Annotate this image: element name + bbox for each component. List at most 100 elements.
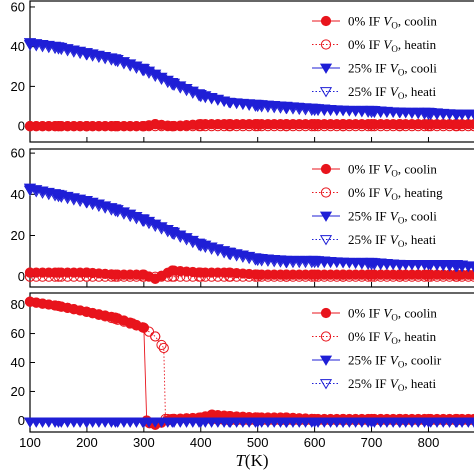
data-point — [450, 417, 463, 428]
data-point — [268, 417, 281, 428]
data-point — [318, 105, 331, 117]
data-point — [174, 417, 187, 428]
data-point — [343, 258, 356, 269]
data-point — [437, 109, 450, 121]
data-point — [23, 185, 37, 197]
data-point — [467, 262, 474, 273]
data-point — [337, 269, 349, 280]
x-tick-label: 100 — [19, 435, 41, 450]
data-point — [231, 271, 242, 282]
data-point — [87, 308, 98, 319]
data-point — [156, 121, 167, 132]
legend-entry: 0% IF VO, coolin — [348, 162, 437, 179]
data-point — [100, 121, 111, 132]
series-3 — [23, 40, 474, 121]
data-point — [280, 103, 293, 115]
data-point — [137, 66, 150, 77]
data-point — [93, 271, 104, 282]
y-tick-label: 60 — [11, 146, 25, 161]
data-point — [150, 119, 161, 130]
data-point — [412, 417, 425, 428]
data-point — [138, 121, 149, 132]
data-point — [211, 417, 224, 428]
data-point — [99, 417, 112, 428]
data-point — [49, 271, 61, 282]
data-point — [425, 121, 436, 132]
data-point — [394, 121, 406, 132]
data-point — [318, 257, 331, 269]
data-point — [393, 417, 407, 428]
data-point — [93, 121, 104, 132]
data-point — [219, 121, 230, 132]
data-point — [405, 108, 419, 119]
data-point — [180, 417, 193, 428]
data-point — [37, 298, 48, 309]
data-point — [261, 417, 275, 428]
data-point — [24, 296, 36, 307]
x-tick-label: 200 — [76, 435, 98, 450]
legend-entry: 0% IF VO, coolin — [348, 306, 437, 323]
data-point — [430, 417, 444, 428]
x-tick-label: 300 — [133, 435, 155, 450]
data-point — [244, 121, 255, 132]
data-point — [349, 258, 362, 270]
legend-marker — [320, 307, 332, 319]
data-point — [100, 271, 111, 282]
data-point — [422, 109, 435, 121]
data-point — [37, 271, 48, 282]
data-point — [205, 417, 218, 428]
x-axis-label-var: T — [235, 451, 246, 470]
data-point — [309, 121, 320, 132]
data-point — [68, 304, 79, 315]
data-point — [106, 312, 117, 324]
legend-marker — [320, 15, 332, 27]
data-point — [206, 271, 217, 282]
data-point — [150, 271, 161, 282]
data-point — [309, 269, 320, 280]
data-point — [381, 271, 393, 282]
data-point — [344, 121, 355, 132]
data-point — [437, 261, 450, 272]
data-point — [308, 105, 321, 117]
data-point — [388, 271, 399, 282]
data-point — [109, 56, 122, 67]
data-point — [80, 417, 93, 428]
x-axis-label: T(K) — [235, 451, 268, 470]
legend-entry: 25% IF VO, coolir — [348, 353, 442, 370]
data-point — [112, 121, 123, 132]
data-point — [261, 256, 275, 267]
legend-marker — [320, 331, 332, 342]
data-point — [456, 121, 468, 132]
data-point — [344, 271, 355, 282]
data-point — [422, 417, 435, 428]
data-point — [52, 44, 65, 55]
data-point — [343, 417, 356, 428]
data-point — [162, 121, 173, 132]
legend-marker — [320, 39, 332, 50]
data-point — [31, 271, 42, 282]
y-tick-label: 0 — [18, 269, 25, 284]
data-point — [143, 271, 155, 282]
data-point — [406, 121, 418, 132]
data-point — [400, 121, 411, 132]
data-point — [423, 271, 434, 282]
y-tick-label: 40 — [11, 187, 25, 202]
data-point — [343, 106, 356, 117]
data-point — [166, 417, 179, 428]
legend-entry: 25% IF VO, heati — [348, 84, 436, 101]
legend-marker — [319, 379, 333, 390]
data-point — [269, 271, 280, 282]
data-point — [131, 121, 142, 132]
data-point — [400, 271, 411, 282]
data-point — [252, 121, 263, 132]
data-point — [195, 121, 206, 132]
data-point — [80, 50, 93, 61]
series-1 — [24, 271, 474, 282]
data-point — [53, 121, 64, 132]
data-point — [251, 101, 264, 113]
data-point — [275, 121, 286, 132]
y-tick-label: 20 — [11, 228, 25, 243]
data-point — [137, 417, 150, 428]
legend-entry: 25% IF VO, heati — [348, 376, 436, 393]
data-point — [308, 417, 321, 428]
